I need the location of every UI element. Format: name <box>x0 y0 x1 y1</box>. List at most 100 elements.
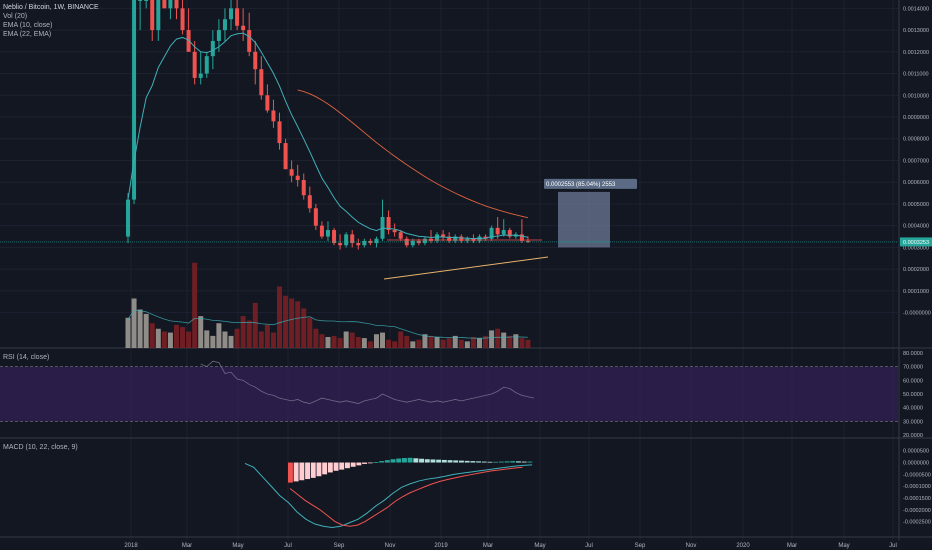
volume-bar <box>143 313 149 348</box>
candle-body <box>332 230 337 244</box>
macd-hist-bar <box>498 461 504 463</box>
macd-hist-bar <box>481 461 487 463</box>
price-tick-label: 0.0011000 <box>903 72 929 78</box>
volume-bar <box>137 309 143 348</box>
macd-hist-bar <box>453 460 459 463</box>
volume-bar <box>440 339 446 348</box>
price-tick-label: 0.0007000 <box>903 158 929 164</box>
symbol-title[interactable]: Neblio / Bitcoin, 1W, BINANCE <box>3 4 99 11</box>
macd-hist-bar <box>345 462 350 469</box>
candle-body <box>410 240 415 246</box>
volume-bar <box>410 341 416 348</box>
volume-bar <box>513 334 519 348</box>
price-tick-label: 0.0003000 <box>903 245 929 251</box>
volume-bar <box>483 335 489 348</box>
volume-bar <box>173 324 179 348</box>
rsi-legend[interactable]: RSI (14, close) <box>3 354 50 361</box>
rsi-tick-label: 30.0000 <box>903 419 923 425</box>
macd-tick-label: -0.0002000 <box>903 508 931 514</box>
rsi-band <box>0 366 898 422</box>
candle-body <box>235 8 240 26</box>
candle-body <box>301 180 306 196</box>
volume-bar <box>331 335 337 348</box>
x-tick-label: 2018 <box>124 543 138 549</box>
candle-body <box>453 236 458 241</box>
price-tick-label: 0.0012000 <box>903 50 929 56</box>
measure-label: 0.0002553 (85.04%) 2553 <box>546 182 616 188</box>
candle-body <box>392 230 397 233</box>
candle-body <box>344 234 349 246</box>
volume-bar <box>349 332 355 348</box>
macd-legend[interactable]: MACD (10, 22, close, 9) <box>3 444 78 451</box>
candle-body <box>253 51 258 70</box>
volume-bar <box>392 341 398 348</box>
macd-hist-bar <box>339 462 345 470</box>
volume-legend[interactable]: Vol (20) <box>3 13 28 20</box>
macd-hist-bar <box>464 460 470 463</box>
macd-hist-bar <box>430 459 436 463</box>
volume-bar <box>489 330 495 348</box>
price-tick-label: 0.0008000 <box>903 137 929 143</box>
candle-body <box>319 225 324 237</box>
ema22-legend[interactable]: EMA (22, EMA) <box>3 31 52 38</box>
price-tick-label: 0.0004000 <box>903 224 929 230</box>
macd-hist-bar <box>333 462 339 471</box>
candle-body <box>374 238 379 244</box>
candle-body <box>265 95 270 111</box>
volume-bar <box>337 338 343 348</box>
macd-tick-label: -0.0001000 <box>903 484 931 490</box>
volume-bar <box>228 335 234 348</box>
candle-body <box>525 240 530 242</box>
volume-bar <box>131 298 137 348</box>
volume-bar <box>386 339 392 348</box>
volume-bar <box>301 308 307 348</box>
volume-bar <box>525 339 531 348</box>
volume-bar <box>343 331 349 348</box>
volume-bar <box>319 334 325 348</box>
volume-bar <box>367 341 373 348</box>
macd-hist-bar <box>419 458 424 463</box>
candle-body <box>356 243 361 246</box>
volume-bar <box>246 320 252 348</box>
price-tick-label: 0.0010000 <box>903 93 929 99</box>
candle-body <box>338 243 343 246</box>
candle-body <box>156 0 161 31</box>
volume-bar <box>283 295 289 348</box>
macd-hist-bar <box>504 461 510 463</box>
x-tick-label: Nov <box>686 543 697 549</box>
volume-bar <box>446 338 452 348</box>
ema10-legend[interactable]: EMA (10, close) <box>3 22 53 29</box>
volume-bar <box>464 341 470 348</box>
candle-body <box>192 51 197 78</box>
volume-bar <box>373 334 379 348</box>
macd-tick-label: -0.0002500 <box>903 520 931 526</box>
macd-tick-label: -0.0000500 <box>903 472 931 478</box>
volume-bar <box>519 338 525 348</box>
candle-body <box>362 240 367 246</box>
candle-body <box>138 0 143 1</box>
measure-label-bg <box>544 178 637 189</box>
price-tick-label: 0.0014000 <box>903 6 929 12</box>
candle-body <box>441 234 446 237</box>
candle-body <box>259 69 264 96</box>
candle-body <box>174 0 179 9</box>
x-tick-label: Mar <box>483 543 493 549</box>
x-tick-label: Jul <box>889 543 897 549</box>
price-tick-label: 0.0002000 <box>903 267 929 273</box>
macd-tick-label: -0.0001500 <box>903 496 931 502</box>
macd-hist-bar <box>470 461 476 463</box>
price-tick-label: 0.0006000 <box>903 180 929 186</box>
candle-body <box>489 227 494 239</box>
macd-hist-bar <box>493 461 499 463</box>
volume-bar <box>422 334 428 348</box>
macd-hist-bar <box>327 462 333 473</box>
macd-hist-bar <box>510 461 516 463</box>
candle-body <box>519 234 524 241</box>
volume-bar <box>234 328 240 348</box>
candle-body <box>350 234 355 244</box>
candle-body <box>241 25 246 31</box>
candle-body <box>271 110 276 122</box>
volume-bar <box>476 338 482 348</box>
candle-body <box>198 73 203 78</box>
